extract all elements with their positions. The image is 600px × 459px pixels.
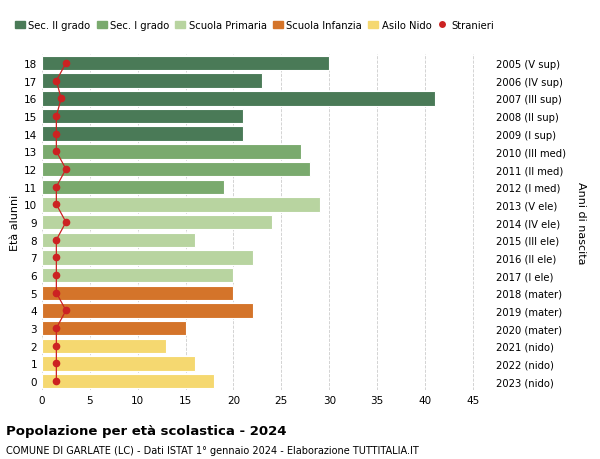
Y-axis label: Anni di nascita: Anni di nascita (575, 181, 586, 264)
Bar (42, 180, 224, 195)
Bar (42, 92, 434, 106)
Bar (42, 74, 262, 89)
Bar (42, 233, 195, 247)
Bar (42, 110, 243, 124)
Bar (42, 56, 329, 71)
Bar (42, 321, 185, 336)
Bar (42, 357, 195, 371)
Bar (42, 198, 320, 212)
Bar (42, 374, 214, 389)
Text: Popolazione per età scolastica - 2024: Popolazione per età scolastica - 2024 (6, 425, 287, 437)
Bar (42, 127, 243, 142)
Bar (42, 145, 301, 159)
Bar (42, 286, 233, 300)
Bar (42, 339, 166, 353)
Text: COMUNE DI GARLATE (LC) - Dati ISTAT 1° gennaio 2024 - Elaborazione TUTTITALIA.IT: COMUNE DI GARLATE (LC) - Dati ISTAT 1° g… (6, 445, 419, 455)
Bar (42, 251, 253, 265)
Bar (42, 303, 253, 318)
Bar (42, 162, 310, 177)
Legend: Sec. II grado, Sec. I grado, Scuola Primaria, Scuola Infanzia, Asilo Nido, Stran: Sec. II grado, Sec. I grado, Scuola Prim… (11, 17, 497, 34)
Bar (42, 269, 233, 283)
Bar (42, 215, 272, 230)
Y-axis label: Età alunni: Età alunni (10, 195, 20, 251)
